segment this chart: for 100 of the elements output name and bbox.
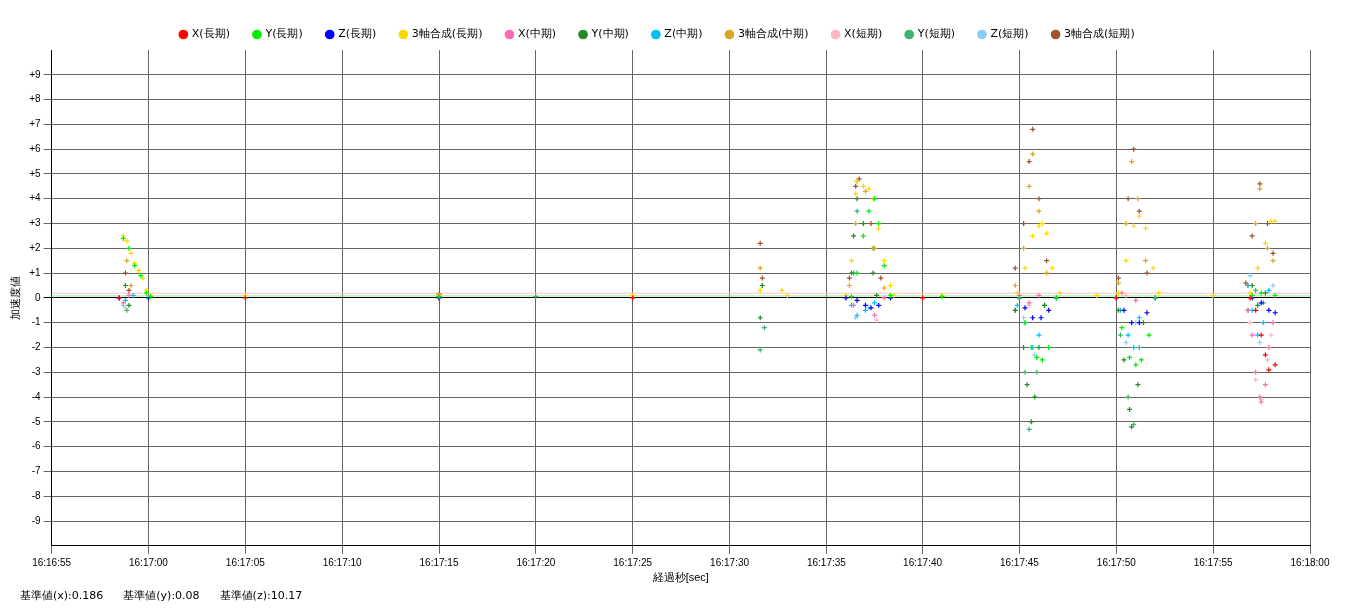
point (1029, 232, 1036, 240)
point (1028, 418, 1035, 425)
x-tick-label: 16:17:55 (1193, 556, 1234, 568)
text: 基準値(z):10.17 (219, 589, 303, 602)
point (1118, 324, 1125, 331)
point (1037, 314, 1045, 321)
point (1125, 331, 1132, 339)
point (1155, 289, 1162, 297)
point (1258, 331, 1265, 339)
point (1023, 381, 1031, 388)
x-tick-label: 16:17:15 (419, 556, 459, 568)
x-tick-label: 16:17:10 (322, 556, 363, 568)
point (1143, 309, 1151, 316)
point (532, 293, 539, 300)
point (1246, 319, 1254, 326)
legend-label: X(短期) (844, 27, 883, 41)
point (919, 294, 926, 301)
point (853, 195, 861, 202)
point (1035, 344, 1043, 351)
point (1033, 369, 1040, 376)
point (1256, 180, 1263, 187)
point (1254, 331, 1261, 339)
legend-label: 3軸合成(長期) (411, 27, 483, 41)
point (1265, 366, 1272, 373)
legend-label: Z(中期) (664, 27, 703, 41)
point (123, 257, 130, 264)
point (1021, 265, 1029, 272)
y-tick-label: -3 (31, 366, 42, 378)
x-tick-label: 16:17:40 (903, 556, 943, 568)
point (1262, 351, 1269, 359)
x-axis-title: 経過秒[sec] (651, 571, 709, 584)
point (1031, 393, 1038, 401)
x-tick-label: 16:17:45 (999, 556, 1040, 568)
point (1130, 222, 1137, 230)
y-tick-label: -4 (31, 390, 42, 402)
point (1043, 270, 1050, 277)
point (759, 274, 766, 282)
point (850, 232, 857, 240)
legend-label: Y(長期) (264, 27, 303, 41)
point (1267, 331, 1275, 339)
point (125, 302, 133, 309)
point (1267, 217, 1275, 225)
point (757, 346, 764, 354)
y-tick-label: +8 (29, 93, 42, 105)
point (1125, 195, 1132, 202)
x-tick-label: 16:16:55 (32, 556, 72, 568)
x-tick-label: 16:17:00 (128, 556, 169, 568)
point (1035, 331, 1043, 339)
point (1249, 331, 1256, 339)
y-tick-label: 0 (35, 291, 42, 303)
y-tick-label: +7 (29, 118, 42, 130)
point (890, 292, 898, 299)
point (1120, 356, 1128, 363)
point (1035, 222, 1043, 230)
point (1035, 292, 1043, 299)
point (1115, 274, 1122, 282)
text: 基準値(x):0.186 (20, 589, 104, 602)
point (1134, 381, 1141, 388)
legend-label: Z(短期) (990, 27, 1029, 41)
point (1122, 220, 1130, 227)
point (865, 208, 873, 215)
point (1258, 289, 1265, 297)
y-tick-label: -5 (31, 415, 42, 427)
x-tick-label: 16:17:20 (516, 556, 556, 568)
point (1246, 272, 1254, 279)
x-tick-label: 16:17:35 (806, 556, 847, 568)
y-tick-label: +9 (29, 68, 42, 80)
point (1264, 356, 1271, 363)
point (860, 232, 867, 240)
legend-label: Y(中期) (590, 27, 629, 41)
point (1117, 331, 1124, 339)
point (1269, 319, 1277, 326)
y-axis-title: 加速度値 (8, 275, 21, 320)
x-tick-label: 16:17:25 (613, 556, 653, 568)
point (1143, 270, 1151, 277)
point (1056, 289, 1063, 297)
point (1210, 292, 1217, 299)
x-tick-label: 16:17:05 (225, 556, 266, 568)
legend-label: 3軸合成(短期) (1064, 27, 1135, 41)
x-tick-label: 16:18:00 (1290, 556, 1330, 568)
point (1138, 356, 1145, 363)
point (1269, 250, 1277, 257)
y-tick-label: +3 (29, 217, 42, 229)
point (1134, 195, 1141, 202)
text: 基準値(y):0.08 (123, 589, 200, 602)
point (1120, 307, 1128, 314)
point (122, 270, 129, 277)
point (127, 250, 135, 257)
point (1115, 279, 1122, 287)
y-tick-label: +4 (29, 192, 42, 204)
y-tick-label: -1 (31, 316, 42, 328)
point (1035, 208, 1043, 215)
point (1269, 282, 1277, 289)
point (867, 220, 875, 227)
point (881, 294, 888, 301)
point (1136, 208, 1143, 215)
y-tick-label: +6 (29, 142, 42, 154)
point (853, 270, 861, 277)
point (1125, 393, 1132, 401)
y-tick-label: +5 (29, 167, 42, 179)
